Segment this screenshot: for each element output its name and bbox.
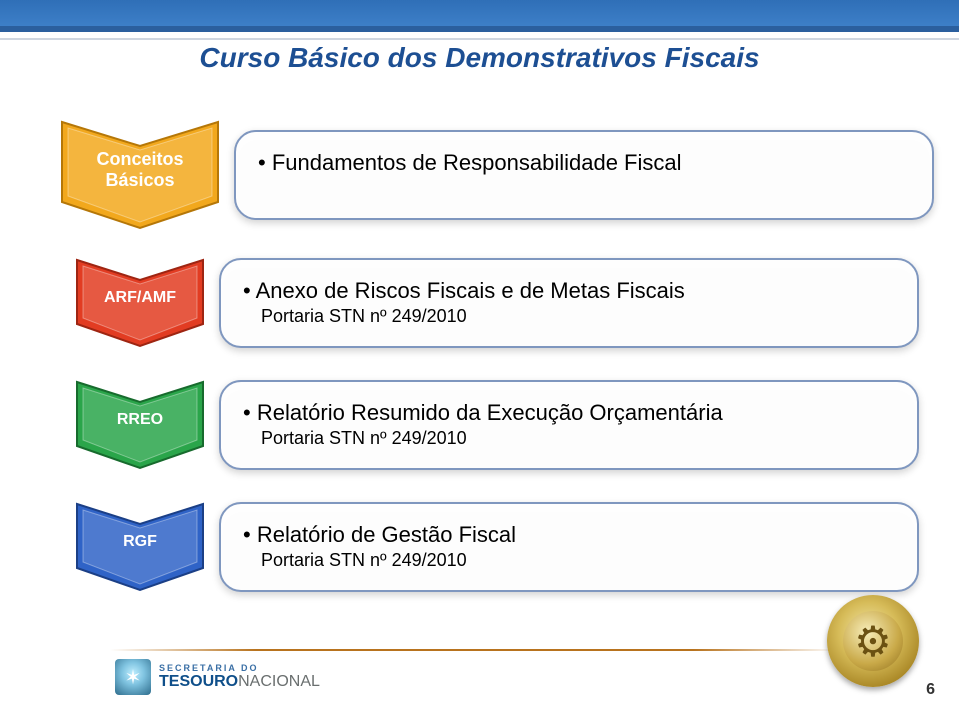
- chevron-label: ConceitosBásicos: [60, 120, 220, 230]
- chevron-conceitos: ConceitosBásicos: [60, 120, 220, 230]
- bullet-main: • Relatório de Gestão Fiscal: [243, 522, 516, 548]
- diagram-row-conceitos: ConceitosBásicos • Fundamentos de Respons…: [60, 120, 934, 230]
- content-bubble-rreo: • Relatório Resumido da Execução Orçamen…: [219, 380, 919, 470]
- diagram-row-rgf: RGF• Relatório de Gestão FiscalPortaria …: [60, 502, 919, 592]
- content-bubble-arf: • Anexo de Riscos Fiscais e de Metas Fis…: [219, 258, 919, 348]
- logo-word-2: NACIONAL: [238, 673, 320, 690]
- chevron-label: ARF/AMF: [75, 258, 205, 348]
- slide-title: Curso Básico dos Demonstrativos Fiscais: [0, 42, 959, 74]
- chevron-arf: ARF/AMF: [75, 258, 205, 348]
- bullet-main: • Fundamentos de Responsabilidade Fiscal: [258, 150, 682, 176]
- gear-icon: ⚙: [827, 595, 919, 687]
- diagram-row-arf: ARF/AMF • Anexo de Riscos Fiscais e de Me…: [60, 258, 919, 348]
- content-bubble-rgf: • Relatório de Gestão FiscalPortaria STN…: [219, 502, 919, 592]
- logo-star-icon: ✶: [115, 659, 151, 695]
- page-number: 6: [926, 681, 935, 699]
- logo-word-1: TESOURO: [159, 673, 238, 690]
- bullet-main: • Relatório Resumido da Execução Orçamen…: [243, 400, 723, 426]
- medal-seal-icon: ⚙: [827, 595, 919, 687]
- chevron-rgf: RGF: [75, 502, 205, 592]
- chevron-label: RGF: [75, 502, 205, 592]
- slide: Curso Básico dos Demonstrativos Fiscais …: [0, 0, 959, 709]
- content-bubble-conceitos: • Fundamentos de Responsabilidade Fiscal: [234, 130, 934, 220]
- top-divider: [0, 38, 959, 40]
- top-bar-primary: [0, 0, 959, 26]
- logo-main-text: TESOURONACIONAL: [159, 673, 320, 691]
- footer-divider: [110, 649, 839, 651]
- logo-small-text: SECRETARIA DO: [159, 663, 320, 673]
- logo-tesouro: ✶ SECRETARIA DO TESOURONACIONAL: [115, 659, 320, 695]
- bullet-sub: Portaria STN nº 249/2010: [261, 306, 685, 327]
- top-bar-secondary: [0, 26, 959, 32]
- chevron-label: RREO: [75, 380, 205, 470]
- diagram-row-rreo: RREO • Relatório Resumido da Execução Orç…: [60, 380, 919, 470]
- bullet-sub: Portaria STN nº 249/2010: [261, 550, 516, 571]
- bullet-main: • Anexo de Riscos Fiscais e de Metas Fis…: [243, 278, 685, 304]
- logo-text: SECRETARIA DO TESOURONACIONAL: [159, 663, 320, 691]
- chevron-rreo: RREO: [75, 380, 205, 470]
- bullet-sub: Portaria STN nº 249/2010: [261, 428, 723, 449]
